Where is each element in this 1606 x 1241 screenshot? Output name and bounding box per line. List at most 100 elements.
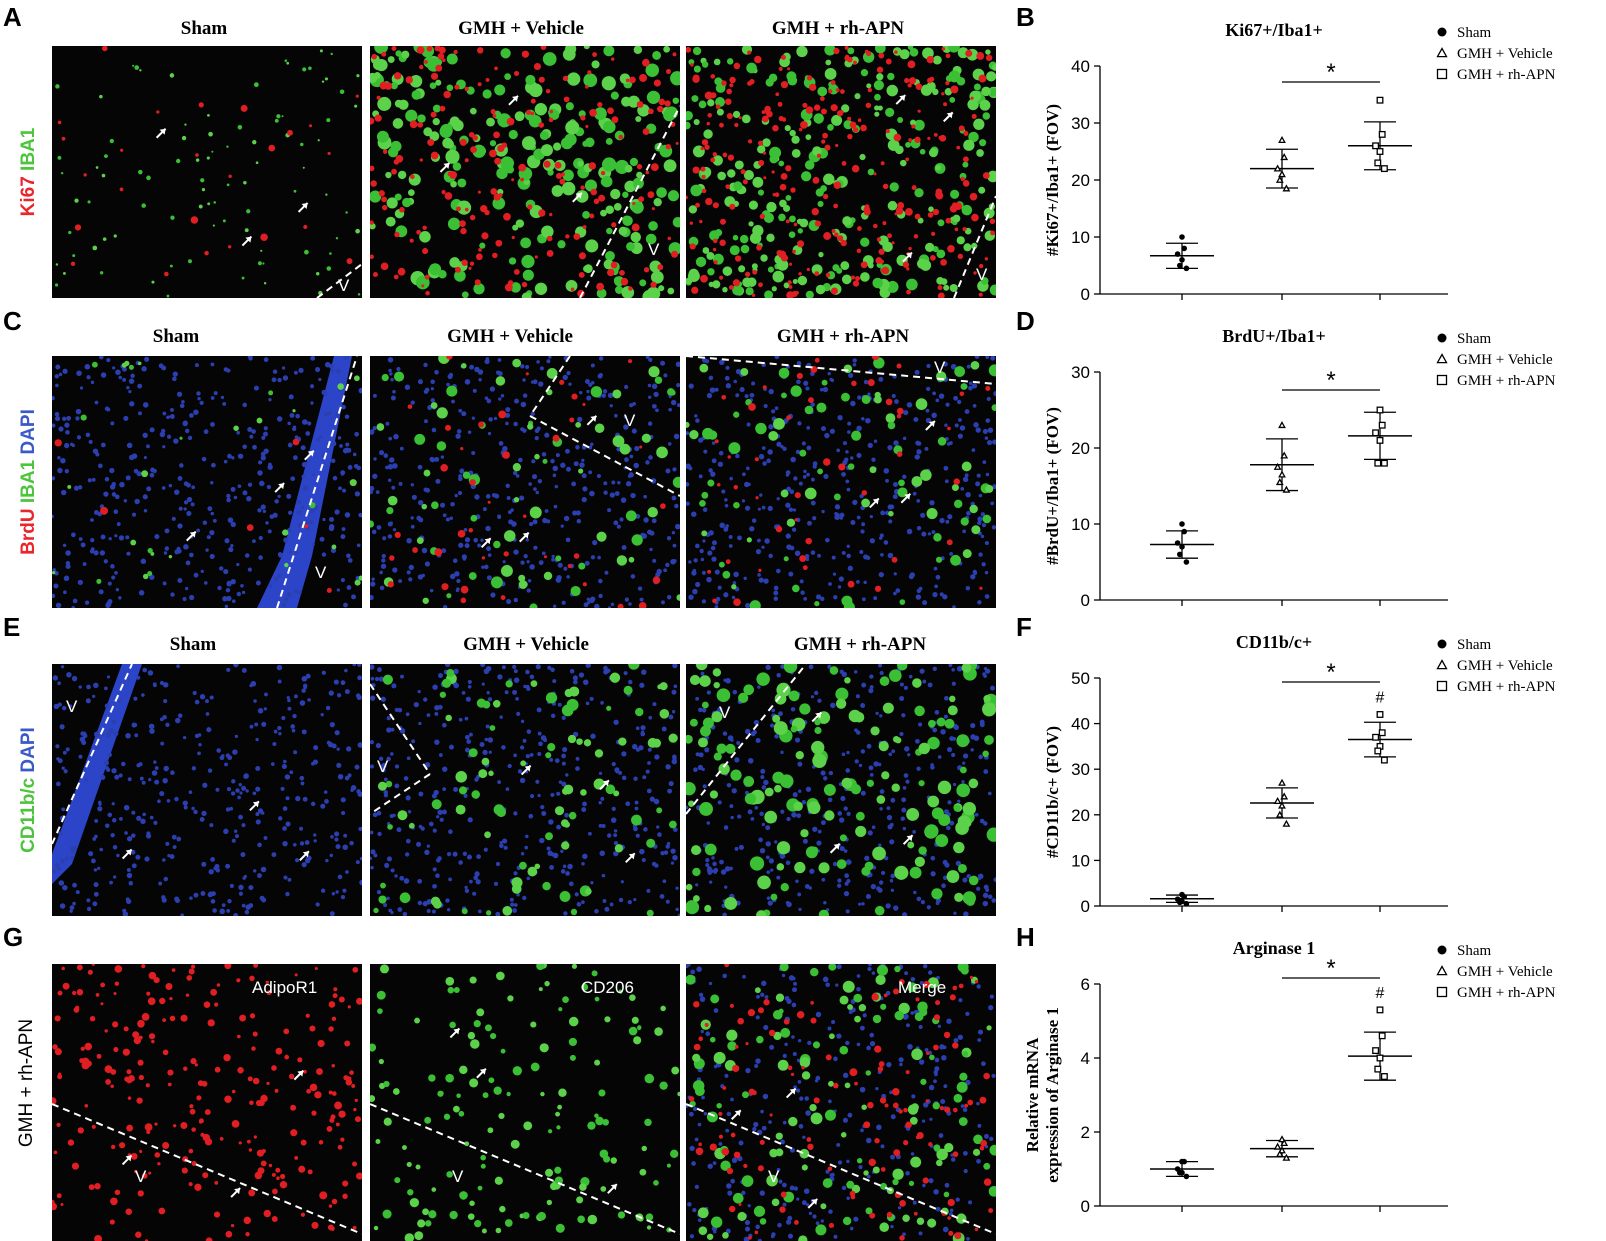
cell-red: [758, 568, 762, 573]
nucleus-dot: [759, 493, 763, 497]
nucleus-dot: [760, 992, 765, 997]
cell-red: [651, 207, 655, 211]
nucleus-dot: [97, 806, 103, 812]
nucleus-dot: [671, 758, 677, 765]
nucleus-dot: [869, 515, 873, 519]
cell-red: [821, 139, 826, 144]
cell-green: [324, 77, 328, 81]
nucleus-dot: [498, 397, 502, 401]
nucleus-dot: [765, 855, 770, 860]
nucleus-dot: [456, 587, 460, 591]
nucleus-dot: [263, 836, 268, 840]
nucleus-dot: [744, 394, 749, 399]
cell-red: [758, 159, 765, 166]
nucleus-dot: [878, 880, 884, 885]
nucleus-dot: [652, 702, 657, 707]
nucleus-dot: [434, 370, 439, 375]
nucleus-dot: [696, 966, 702, 972]
cell-green: [799, 703, 811, 715]
cell-red: [374, 114, 382, 122]
cell-green: [629, 994, 636, 1001]
cell-green: [874, 111, 880, 117]
cell-green: [545, 832, 553, 841]
nucleus-dot: [792, 792, 798, 798]
micrograph-c-sham: [52, 356, 362, 608]
nucleus-dot: [582, 486, 588, 492]
nucleus-dot: [946, 1018, 952, 1024]
cell-green: [370, 520, 375, 528]
nucleus-dot: [180, 913, 185, 916]
cell-red: [618, 134, 624, 140]
nucleus-dot: [330, 440, 337, 447]
cell-green: [453, 1105, 460, 1113]
nucleus-dot: [513, 677, 520, 683]
nucleus-dot: [87, 478, 92, 483]
cell-red: [255, 1100, 262, 1107]
cell-green: [889, 182, 899, 192]
nucleus-dot: [61, 665, 65, 669]
nucleus-dot: [776, 441, 782, 447]
cell-green: [587, 1121, 596, 1130]
cell-green: [492, 699, 501, 708]
cell-green: [812, 753, 827, 768]
cell-green: [630, 231, 641, 243]
nucleus-dot: [57, 866, 62, 871]
nucleus-dot: [706, 690, 711, 695]
nucleus-dot: [272, 741, 277, 747]
nucleus-dot: [738, 1140, 744, 1146]
nucleus-dot: [356, 789, 361, 794]
cell-green: [791, 149, 801, 158]
nucleus-dot: [162, 777, 168, 784]
cell-red: [716, 482, 721, 487]
cell-red: [239, 1014, 247, 1022]
nucleus-dot: [219, 908, 226, 915]
cell-green: [728, 442, 741, 455]
cell-green: [894, 865, 909, 880]
cell-red: [57, 1074, 63, 1080]
cell-red: [381, 196, 387, 203]
cell-red: [917, 109, 921, 113]
nucleus-dot: [448, 744, 455, 750]
cell-green: [373, 907, 379, 914]
nucleus-dot: [971, 448, 976, 452]
nucleus-dot: [549, 865, 554, 870]
nucleus-dot: [389, 457, 395, 463]
cell-red: [84, 1103, 89, 1108]
arrow-indicator: [307, 450, 314, 457]
cell-green: [691, 95, 699, 103]
cell-red: [342, 1193, 348, 1200]
cell-red: [353, 1107, 357, 1112]
cell-red: [823, 458, 831, 466]
cell-red: [932, 208, 940, 216]
cell-green: [897, 117, 904, 123]
nucleus-dot: [944, 862, 950, 868]
cell-red: [802, 102, 808, 108]
nucleus-dot: [583, 602, 589, 608]
cell-green: [358, 575, 362, 581]
cell-red: [54, 1015, 61, 1022]
nucleus-dot: [296, 499, 302, 505]
cell-green: [432, 117, 440, 126]
nucleus-dot: [943, 714, 948, 719]
cell-green: [376, 130, 389, 143]
nucleus-dot: [634, 445, 640, 452]
nucleus-dot: [238, 891, 243, 896]
cell-green: [446, 53, 458, 65]
nucleus-dot: [315, 367, 321, 373]
cell-green: [928, 148, 938, 158]
cell-green: [408, 822, 415, 829]
cell-green: [982, 112, 991, 120]
nucleus-dot: [902, 1232, 906, 1237]
nucleus-dot: [776, 568, 781, 574]
nucleus-dot: [953, 911, 957, 915]
nucleus-dot: [77, 579, 84, 586]
cell-red: [733, 484, 739, 490]
nucleus-dot: [624, 457, 629, 463]
nucleus-dot: [793, 981, 797, 986]
nucleus-dot: [210, 396, 215, 400]
nucleus-dot: [233, 912, 239, 916]
cell-red: [249, 975, 255, 982]
nucleus-dot: [328, 690, 334, 696]
nucleus-dot: [852, 358, 857, 363]
stain-cd11bc: CD11b/c: [18, 777, 39, 853]
